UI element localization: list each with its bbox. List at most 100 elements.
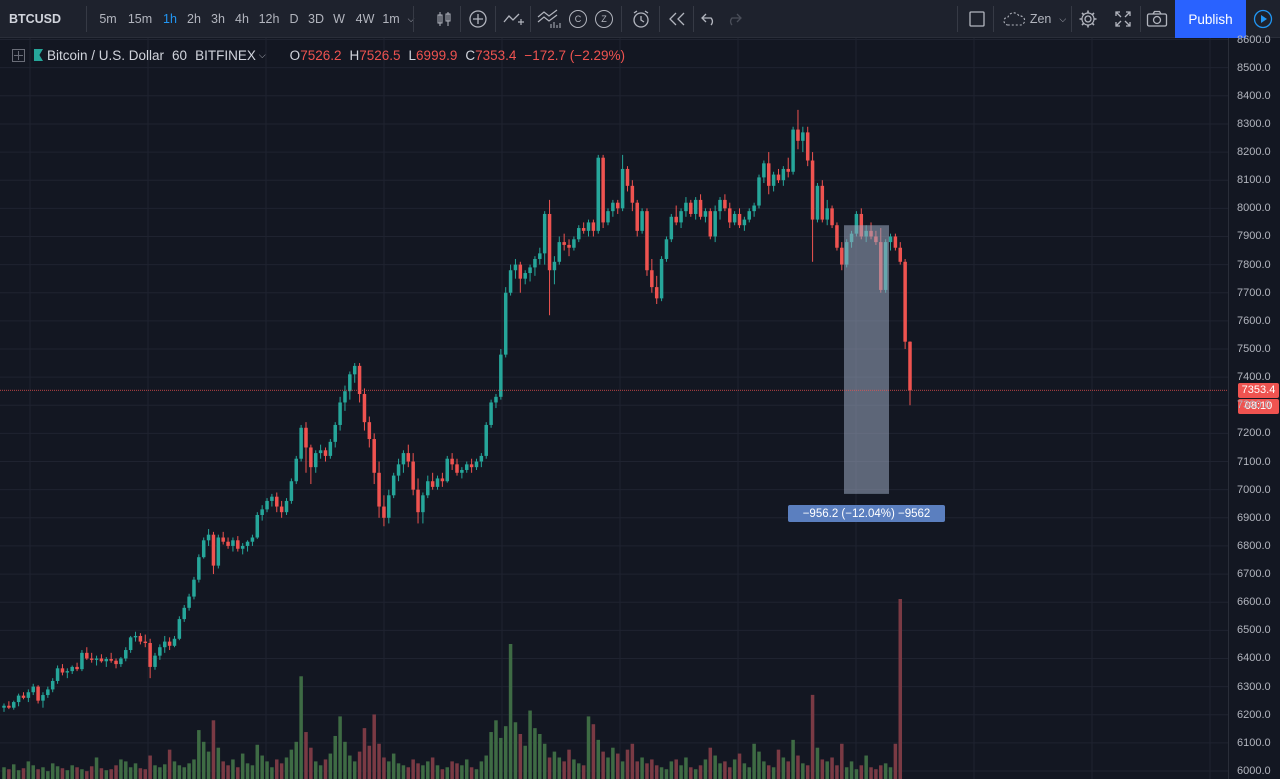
volume-bar (464, 759, 469, 779)
price-tick: 7700.0 (1237, 286, 1271, 299)
fullscreen-square-icon[interactable] (964, 0, 990, 38)
interval-1h[interactable]: 1h (163, 12, 177, 26)
volume-bar (172, 761, 177, 779)
candle-body (382, 506, 386, 518)
alert-clock-icon[interactable] (629, 0, 653, 38)
interval-15m[interactable]: 15m (127, 12, 153, 26)
volume-bar (518, 734, 523, 779)
price-range-measure[interactable] (844, 225, 889, 494)
price-tick: 8200.0 (1237, 146, 1271, 159)
candle-body (187, 596, 191, 608)
layout-select[interactable]: Zen ⌵ (998, 0, 1070, 38)
candle-body (231, 540, 235, 546)
price-tick: 6800.0 (1237, 539, 1271, 552)
volume-bar (421, 765, 425, 779)
volume-bar (503, 726, 508, 779)
candle-body (654, 287, 659, 299)
interval-4w[interactable]: 4W (355, 12, 375, 26)
price-tick: 8400.0 (1237, 89, 1271, 102)
volume-bar (703, 759, 708, 779)
undo-icon[interactable] (698, 0, 720, 38)
price-tick: 8600.0 (1237, 33, 1271, 46)
volume-bar (240, 753, 245, 779)
candle-body (464, 464, 469, 470)
volume-bar (450, 761, 454, 779)
top-toolbar: BTCUSD 5m 15m 1h 2h 3h 4h 12h D 3D W 4W 1m ⌵ C Z (0, 0, 1280, 38)
play-button[interactable] (1246, 0, 1280, 38)
volume-bar (752, 743, 756, 779)
candle-body (421, 495, 425, 513)
expand-icon[interactable] (1111, 0, 1135, 38)
price-tick: 6400.0 (1237, 652, 1271, 665)
volume-bar (698, 765, 703, 779)
camera-icon[interactable] (1145, 0, 1169, 38)
c-button[interactable]: C (568, 0, 588, 38)
candle-body (70, 666, 74, 672)
toolbar-divider (621, 6, 622, 32)
volume-bar (572, 759, 576, 779)
volume-bar (577, 763, 581, 779)
symbol-name[interactable]: Bitcoin / U.S. Dollar (47, 47, 165, 63)
interval-12h[interactable]: 12h (258, 12, 280, 26)
volume-bar (625, 749, 630, 779)
interval-3h[interactable]: 3h (211, 12, 225, 26)
replay-icon[interactable] (666, 0, 688, 38)
interval-w[interactable]: W (333, 12, 345, 26)
chevron-down-icon[interactable]: ⌵ (258, 49, 266, 60)
volume-bar (362, 728, 367, 779)
interval-5m[interactable]: 5m (99, 12, 117, 26)
interval-d[interactable]: D (289, 12, 299, 26)
candle-body (771, 174, 776, 186)
settings-gear-icon[interactable] (1076, 0, 1100, 38)
candle-body (591, 222, 596, 231)
candle-body (201, 540, 206, 558)
add-indicator-icon[interactable] (467, 0, 489, 38)
candle-body (542, 213, 547, 254)
volume-bar (260, 755, 264, 779)
candle-body (503, 292, 508, 355)
volume-bar (148, 755, 152, 779)
candle-body (197, 557, 201, 580)
candle-body (435, 478, 440, 487)
candle-body (518, 264, 523, 279)
candles-chart-type-icon[interactable] (433, 0, 455, 38)
publish-button[interactable]: Publish (1175, 0, 1246, 38)
volume-bar (124, 761, 128, 779)
volume-bar (762, 761, 766, 779)
interval-3d[interactable]: 3D (308, 12, 324, 26)
volume-bar (859, 765, 864, 779)
interval-2h[interactable]: 2h (187, 12, 201, 26)
candle-body (401, 453, 406, 465)
legend-expand-icon[interactable] (12, 48, 25, 62)
z-button[interactable]: Z (594, 0, 614, 38)
volume-bar (615, 753, 620, 779)
candle-body (781, 168, 786, 181)
price-chart[interactable] (0, 38, 1228, 779)
symbol-search-button[interactable]: BTCUSD (8, 12, 62, 26)
toolbar-divider (957, 6, 958, 32)
candle-body (440, 478, 445, 482)
candle-body (791, 129, 795, 172)
interval-1m[interactable]: 1m (382, 12, 400, 26)
indicators-icon[interactable] (536, 0, 562, 38)
volume-bar (2, 767, 6, 779)
exchange-name[interactable]: BITFINEX (195, 47, 256, 63)
volume-bar (693, 769, 698, 779)
candle-body (309, 447, 313, 468)
z-circle-icon: Z (595, 10, 613, 28)
c-circle-icon: C (569, 10, 587, 28)
volume-bar (776, 749, 781, 779)
candle-body (703, 211, 708, 217)
volume-bar (143, 769, 148, 779)
volume-bar (11, 764, 16, 779)
compare-icon[interactable] (502, 0, 526, 38)
redo-icon[interactable] (723, 0, 745, 38)
interval-4h[interactable]: 4h (235, 12, 249, 26)
interval-dropdown-icon[interactable]: ⌵ (407, 13, 415, 24)
candle-body (484, 424, 488, 456)
volume-bar (309, 747, 313, 779)
volume-bar (119, 759, 123, 779)
volume-bar (791, 739, 795, 779)
candle-body (352, 365, 357, 375)
price-axis[interactable]: 7353.4 08:10 8600.0 8500.0 8400.0 8300.0 820… (1228, 34, 1280, 779)
